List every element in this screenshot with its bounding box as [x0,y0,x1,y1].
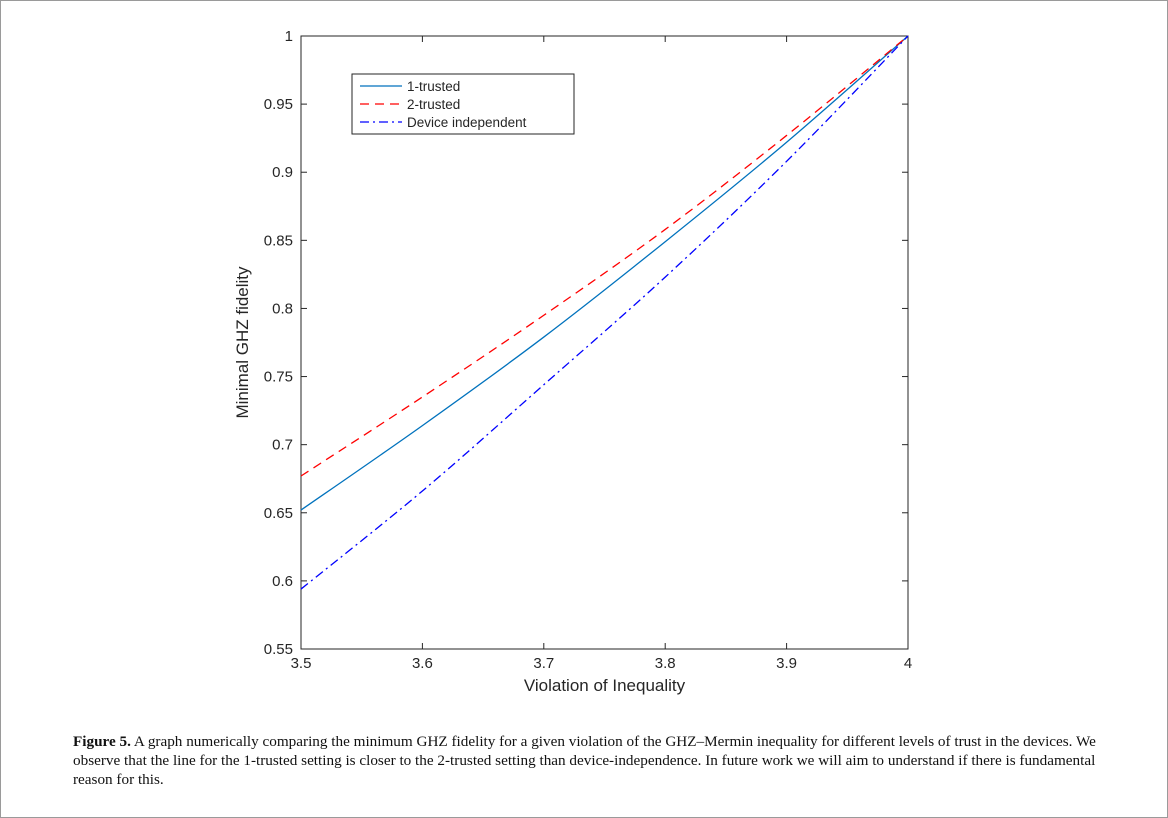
x-tick-label: 3.7 [533,655,554,672]
y-tick-label: 0.7 [272,437,293,454]
y-tick-label: 0.9 [272,164,293,181]
legend-label: 2-trusted [407,97,460,112]
y-tick-label: 0.55 [264,641,293,658]
x-tick-label: 3.8 [655,655,676,672]
legend-label: Device independent [407,115,527,130]
legend-label: 1-trusted [407,79,460,94]
x-axis-label: Violation of Inequality [524,676,686,695]
y-tick-label: 0.65 [264,505,293,522]
caption-text: A graph numerically comparing the minimu… [73,733,1096,788]
y-axis-label: Minimal GHZ fidelity [233,266,252,419]
x-tick-label: 4 [904,655,912,672]
figure-caption: Figure 5. A graph numerically comparing … [73,732,1133,789]
y-tick-label: 0.85 [264,232,293,249]
y-tick-label: 0.6 [272,573,293,590]
y-tick-label: 1 [285,28,293,45]
y-tick-label: 0.8 [272,300,293,317]
x-tick-label: 3.6 [412,655,433,672]
y-tick-label: 0.75 [264,369,293,386]
caption-label: Figure 5. [73,733,131,750]
x-tick-label: 3.5 [291,655,312,672]
x-tick-label: 3.9 [776,655,797,672]
y-tick-label: 0.95 [264,96,293,113]
line-chart: 3.5 3.6 3.7 3.8 3.9 4 0.55 0.6 0.65 0.7 0.75 0.8 0.8… [1,1,1168,731]
